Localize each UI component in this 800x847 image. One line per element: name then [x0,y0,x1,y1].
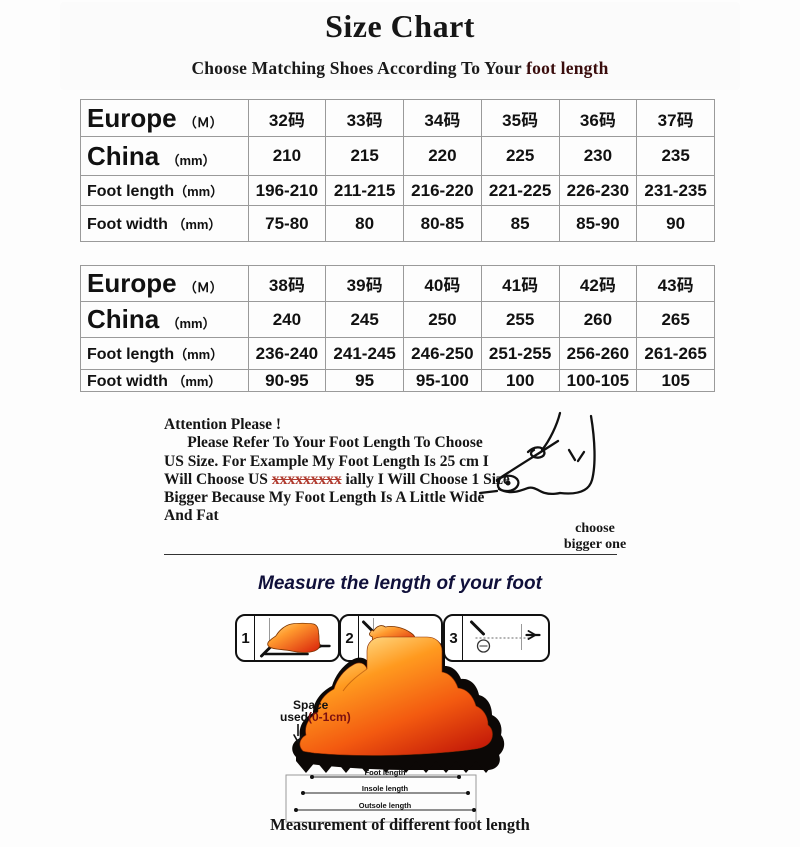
svg-text:Foot length: Foot length [365,768,406,777]
svg-text:Insole length: Insole length [362,784,409,793]
svg-text:Outsole length: Outsole length [359,801,412,810]
svg-text:used(0-1cm): used(0-1cm) [280,710,351,724]
